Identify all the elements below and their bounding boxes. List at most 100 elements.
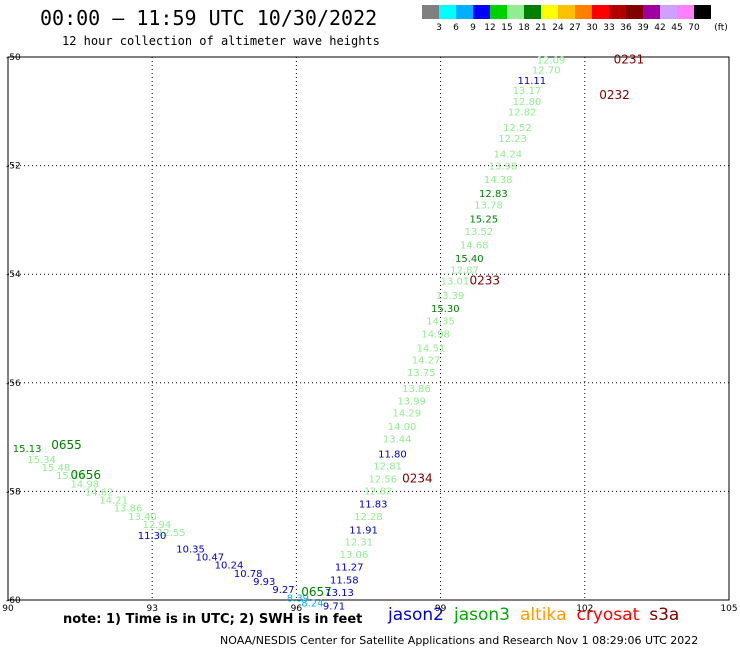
swh-value-label: 12.56 [369, 474, 398, 485]
swh-value-label: 15.34 [27, 455, 56, 466]
swh-value-label: 12.70 [532, 65, 561, 76]
swh-value-label: 12.82 [508, 107, 537, 118]
color-scale-label: 39 [637, 23, 649, 33]
swh-value-label: 13.99 [397, 397, 426, 408]
y-tick-label: -58 [6, 487, 21, 497]
swh-value-label: 15.25 [469, 214, 498, 225]
swh-value-label: 13.86 [402, 384, 431, 395]
pass-time-label: 0231 [614, 53, 645, 67]
color-scale-label: 3 [436, 23, 442, 33]
pass-time-label: 0233 [469, 274, 500, 288]
swh-value-label: 13.39 [436, 291, 465, 302]
swh-value-label: 13.44 [383, 435, 412, 446]
color-scale-swatch [575, 5, 592, 19]
swh-value-label: 13.17 [513, 86, 542, 97]
swh-value-label: 14.27 [412, 355, 441, 366]
color-scale-label: 27 [569, 23, 581, 33]
color-scale-swatch [626, 5, 643, 19]
x-tick-label: 90 [2, 604, 14, 614]
x-tick-label: 96 [291, 604, 303, 614]
pass-time-label: 0656 [70, 468, 101, 482]
swh-value-label: 15.14 [56, 471, 85, 482]
pass-time-label: 0232 [599, 88, 630, 102]
color-scale-swatch [456, 5, 473, 19]
swh-value-label: 9.27 [272, 585, 294, 596]
swh-value-label: 11.27 [335, 562, 364, 573]
y-tick-label: -60 [6, 596, 21, 606]
swh-value-label: 9.71 [323, 601, 345, 612]
swh-value-label: 14.35 [426, 316, 455, 327]
swh-value-label: 11.83 [359, 499, 388, 510]
color-scale-swatch [558, 5, 575, 19]
swh-value-label: 10.78 [234, 569, 263, 580]
color-scale-swatch [524, 5, 541, 19]
plot-frame [7, 56, 730, 601]
legend-entry-jason2: jason2 [388, 605, 444, 625]
swh-value-label: 8.24 [301, 599, 323, 610]
swh-value-label: 13.75 [407, 368, 436, 379]
pass-time-label: 0234 [402, 471, 433, 485]
swh-value-label: 14.24 [493, 150, 522, 161]
color-scale-swatch [439, 5, 456, 19]
swh-value-label: 15.30 [431, 304, 460, 315]
footer-credit: NOAA/NESDIS Center for Satellite Applica… [220, 634, 699, 647]
color-scale-label: 70 [688, 23, 700, 33]
swh-value-label: 12.31 [344, 537, 373, 548]
swh-value-label: 14.68 [460, 240, 489, 251]
swh-value-label: 15.13 [13, 444, 42, 455]
color-scale-label: 12 [484, 23, 496, 33]
swh-value-label: 13.98 [489, 162, 518, 173]
swh-value-label: 14.00 [388, 422, 417, 433]
swh-value-label: 14.21 [99, 496, 128, 507]
y-tick-label: -54 [6, 270, 21, 280]
x-tick-label: 102 [576, 604, 593, 614]
swh-value-label: 10.35 [176, 544, 205, 555]
swh-value-label: 10.24 [215, 561, 244, 572]
x-tick-label: 105 [720, 604, 737, 614]
x-tick-label: 99 [435, 604, 447, 614]
swh-value-label: 12.28 [354, 512, 383, 523]
swh-value-label: 11.80 [378, 449, 407, 460]
satellite-legend: jason2 jason3 altika cryosat s3a [388, 605, 689, 625]
swh-value-label: 12.94 [143, 520, 172, 531]
color-scale-swatch [507, 5, 524, 19]
color-scale-label: 6 [453, 23, 459, 33]
note-text: note: 1) Time is in UTC; 2) SWH is in fe… [63, 612, 363, 627]
swh-value-label: 11.58 [330, 575, 359, 586]
x-tick-label: 93 [146, 604, 157, 614]
pass-time-label: 0657 [301, 585, 332, 599]
color-scale-swatch [694, 5, 711, 19]
chart-subtitle: 12 hour collection of altimeter wave hei… [62, 34, 380, 48]
swh-value-label: 11.30 [138, 531, 167, 542]
color-scale-swatch [677, 5, 694, 19]
swh-value-label: 13.06 [340, 550, 369, 561]
color-scale-label: 42 [654, 23, 666, 33]
color-scale-swatch [609, 5, 626, 19]
swh-value-label: 12.09 [537, 56, 566, 67]
color-scale-swatch [473, 5, 490, 19]
swh-value-label: 12.83 [479, 189, 508, 200]
color-scale-swatch [660, 5, 677, 19]
swh-value-label: 12.55 [157, 528, 186, 539]
swh-value-label: 12.87 [450, 265, 479, 276]
swh-value-label: 14.51 [417, 344, 446, 355]
color-scale-label: 21 [535, 23, 547, 33]
color-scale-label: 15 [501, 23, 513, 33]
swh-value-label: 14.98 [70, 479, 99, 490]
color-scale-swatch [422, 5, 439, 19]
color-scale-swatch [541, 5, 558, 19]
swh-value-label: 14.29 [393, 409, 422, 420]
swh-value-label: 15.48 [42, 463, 71, 474]
swh-value-label: 13.78 [474, 201, 503, 212]
color-scale-swatch [490, 5, 507, 19]
chart-title: 00:00 – 11:59 UTC 10/30/2022 [40, 6, 378, 30]
color-scale-label: 36 [620, 23, 632, 33]
legend-entry-cryosat: cryosat [576, 605, 640, 625]
swh-value-label: 12.52 [503, 123, 532, 134]
swh-value-label: 12.23 [498, 134, 527, 145]
swh-value-label: 12.82 [364, 486, 393, 497]
swh-value-label: 12.80 [513, 97, 542, 108]
swh-value-label: 10.47 [195, 553, 224, 564]
color-scale-label: 45 [671, 23, 683, 33]
